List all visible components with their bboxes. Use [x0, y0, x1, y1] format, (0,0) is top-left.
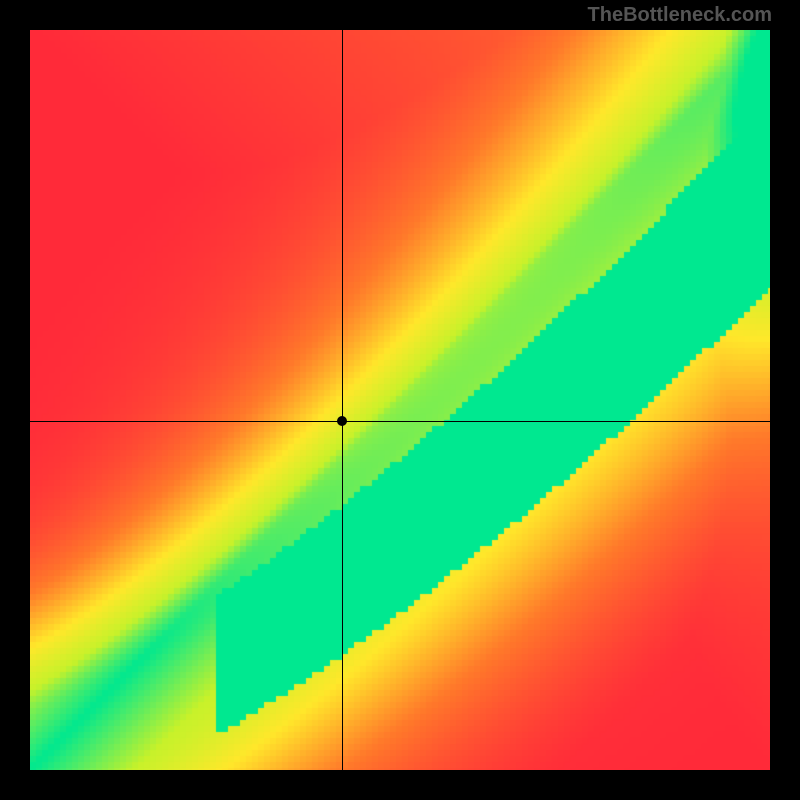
outer-frame: TheBottleneck.com — [0, 0, 800, 800]
heatmap-chart — [30, 30, 770, 770]
heatmap-canvas — [30, 30, 770, 770]
crosshair-horizontal — [30, 421, 770, 422]
crosshair-marker — [337, 416, 347, 426]
attribution-text: TheBottleneck.com — [588, 4, 772, 27]
crosshair-vertical — [342, 30, 343, 770]
